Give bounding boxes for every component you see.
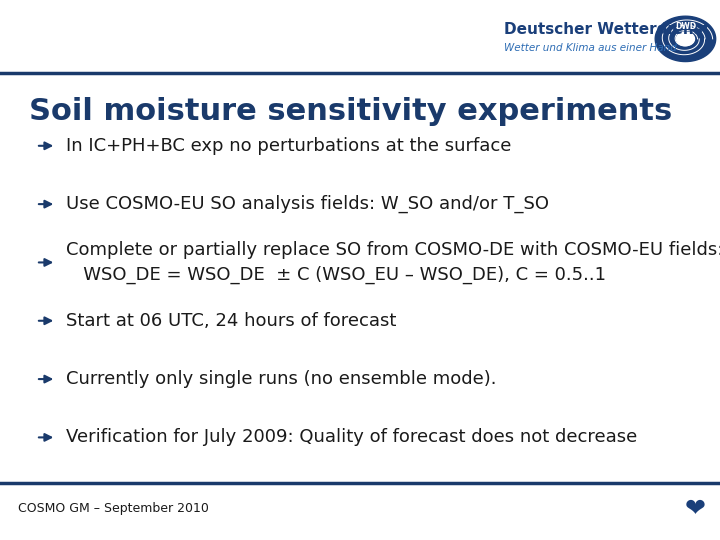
Text: Deutscher Wetterdienst: Deutscher Wetterdienst (504, 22, 710, 37)
Text: Wetter und Klima aus einer Hand: Wetter und Klima aus einer Hand (504, 43, 677, 52)
Text: DWD: DWD (675, 22, 696, 31)
Text: In IC+PH+BC exp no perturbations at the surface: In IC+PH+BC exp no perturbations at the … (66, 137, 512, 155)
Text: ❤: ❤ (684, 497, 706, 521)
Polygon shape (655, 16, 716, 62)
Text: Complete or partially replace SO from COSMO-DE with COSMO-EU fields:
   WSO_DE =: Complete or partially replace SO from CO… (66, 241, 720, 284)
Polygon shape (676, 32, 695, 46)
Text: Use COSMO-EU SO analysis fields: W_SO and/or T_SO: Use COSMO-EU SO analysis fields: W_SO an… (66, 195, 549, 213)
Text: Verification for July 2009: Quality of forecast does not decrease: Verification for July 2009: Quality of f… (66, 428, 637, 447)
Text: Soil moisture sensitivity experiments: Soil moisture sensitivity experiments (29, 97, 672, 126)
Text: COSMO GM – September 2010: COSMO GM – September 2010 (18, 502, 209, 515)
Text: Start at 06 UTC, 24 hours of forecast: Start at 06 UTC, 24 hours of forecast (66, 312, 397, 330)
Text: Currently only single runs (no ensemble mode).: Currently only single runs (no ensemble … (66, 370, 497, 388)
